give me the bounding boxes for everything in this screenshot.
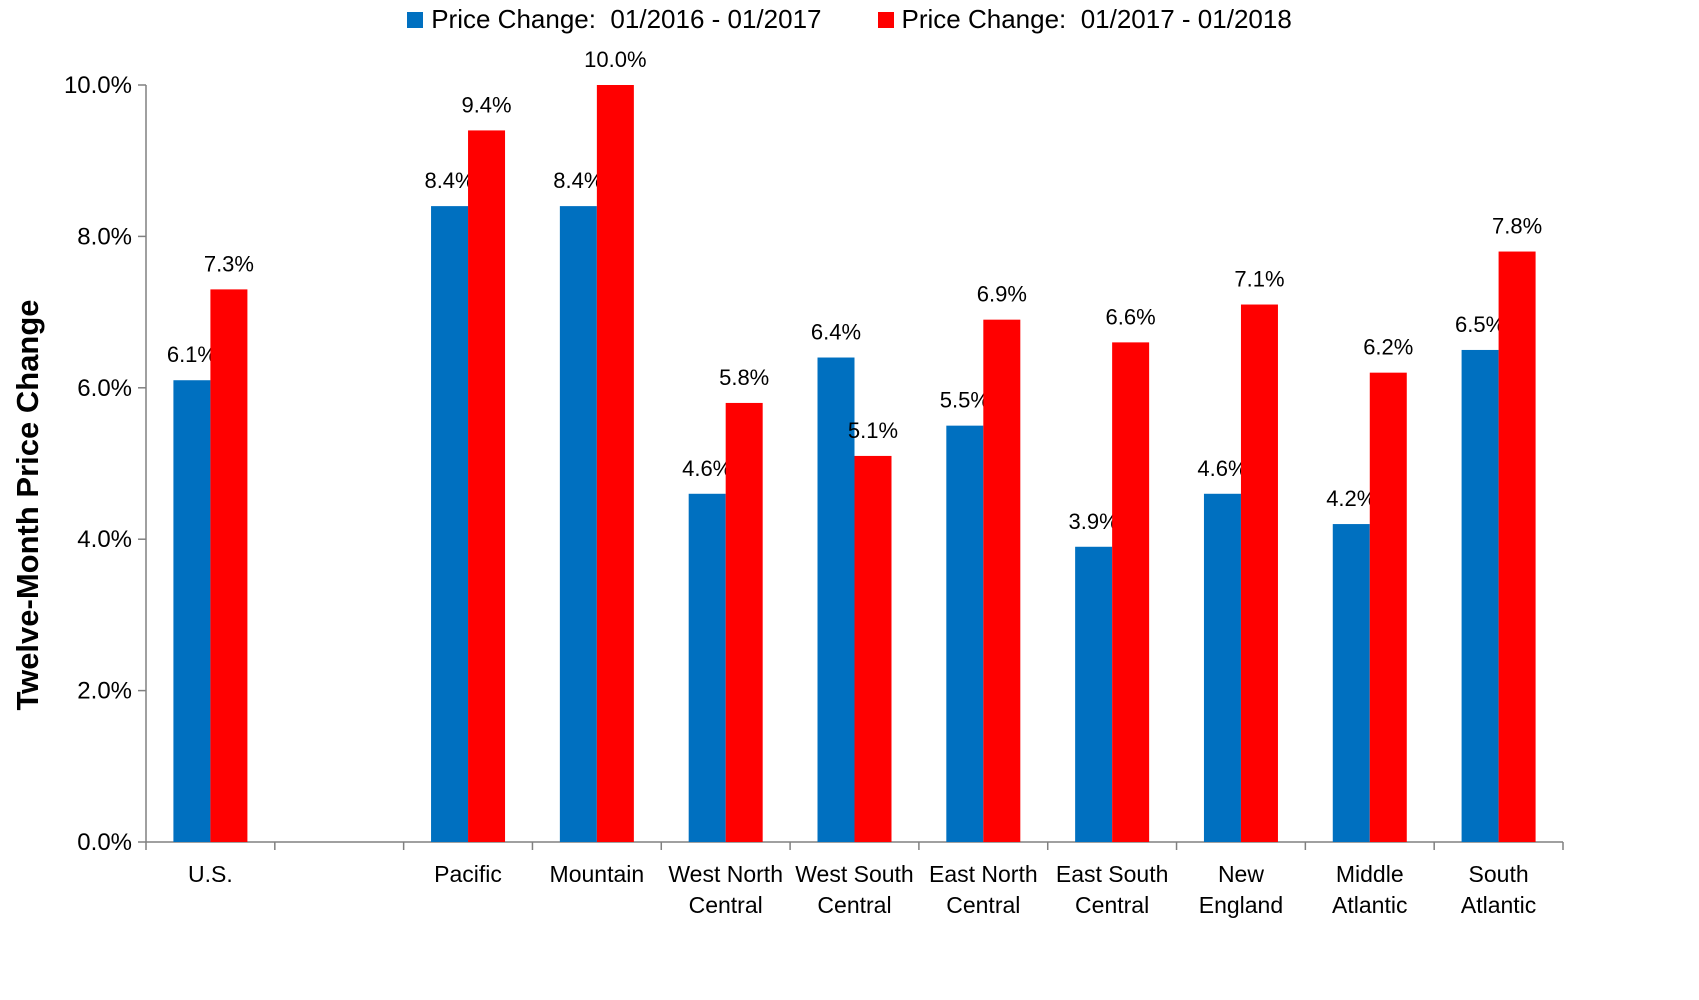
bar-series-2	[596, 85, 634, 842]
legend: Price Change: 01/2016 - 01/2017 Price Ch…	[0, 4, 1699, 35]
y-axis-label: Twelve-Month Price Change	[10, 299, 45, 711]
legend-swatch-series-1	[407, 11, 424, 28]
data-label-series-1: 6.1%	[167, 342, 217, 367]
x-tick-label: East North	[929, 861, 1038, 887]
bar-series-1	[946, 425, 984, 842]
x-tick-label: Central	[1075, 892, 1149, 918]
data-label-series-2: 10.0%	[584, 47, 646, 72]
y-tick-label: 10.0%	[64, 72, 132, 99]
bar-series-1	[1332, 524, 1370, 842]
data-label-series-2: 7.8%	[1492, 214, 1542, 239]
bar-series-2	[1240, 304, 1278, 842]
bar-series-1	[817, 357, 855, 842]
bar-series-1	[559, 206, 597, 842]
data-label-series-2: 9.4%	[461, 92, 511, 117]
x-tick-label: Central	[817, 892, 891, 918]
bar-series-2	[1498, 251, 1536, 843]
x-tick-label: Pacific	[434, 861, 502, 887]
bar-series-2	[983, 319, 1021, 842]
data-label-series-1: 3.9%	[1069, 509, 1119, 534]
x-tick-label: East South	[1056, 861, 1169, 887]
x-tick-label: Atlantic	[1461, 892, 1536, 918]
bar-series-1	[1075, 546, 1113, 842]
x-tick-label: Central	[946, 892, 1020, 918]
x-tick-label: West North	[668, 861, 783, 887]
x-tick-label: New	[1218, 861, 1264, 887]
x-tick-label: England	[1199, 892, 1283, 918]
x-tick-label: South	[1469, 861, 1529, 887]
bar-series-2	[1369, 372, 1407, 842]
data-label-series-2: 6.2%	[1363, 335, 1413, 360]
bar-series-1	[688, 493, 726, 842]
x-tick-label: Middle	[1336, 861, 1404, 887]
bar-series-2	[210, 289, 248, 842]
bar-series-2	[1112, 342, 1150, 842]
data-label-series-2: 5.8%	[719, 365, 769, 390]
data-label-series-1: 4.6%	[1197, 456, 1247, 481]
bar-series-1	[173, 380, 211, 842]
bar-series-1	[1203, 493, 1241, 842]
bar-series-2	[854, 455, 892, 842]
bar-series-2	[468, 130, 506, 843]
bar-series-2	[725, 402, 763, 842]
x-tick-label: West South	[795, 861, 913, 887]
x-tick-label: Central	[689, 892, 763, 918]
data-label-series-2: 6.6%	[1106, 304, 1156, 329]
legend-label-series-1: Price Change: 01/2016 - 01/2017	[431, 4, 822, 34]
legend-label-series-2: Price Change: 01/2017 - 01/2018	[901, 4, 1292, 34]
y-tick-label: 2.0%	[77, 678, 132, 705]
data-label-series-1: 6.4%	[811, 320, 861, 345]
data-label-series-1: 6.5%	[1455, 312, 1505, 337]
x-tick-label: Atlantic	[1332, 892, 1407, 918]
data-label-series-1: 8.4%	[553, 168, 603, 193]
data-label-series-1: 4.2%	[1326, 486, 1376, 511]
data-label-series-2: 6.9%	[977, 282, 1027, 307]
legend-item-series-2: Price Change: 01/2017 - 01/2018	[877, 4, 1292, 35]
data-label-series-1: 5.5%	[940, 388, 990, 413]
data-label-series-2: 7.1%	[1234, 267, 1284, 292]
x-tick-label: U.S.	[188, 861, 233, 887]
data-label-series-1: 8.4%	[424, 168, 474, 193]
legend-swatch-series-2	[877, 11, 894, 28]
y-tick-label: 4.0%	[77, 526, 132, 553]
legend-item-series-1: Price Change: 01/2016 - 01/2017	[407, 4, 822, 35]
bar-series-1	[1461, 349, 1499, 842]
bar-series-1	[431, 206, 469, 842]
data-label-series-2: 5.1%	[848, 418, 898, 443]
y-tick-label: 8.0%	[77, 223, 132, 250]
y-tick-label: 0.0%	[77, 829, 132, 856]
data-label-series-1: 4.6%	[682, 456, 732, 481]
x-tick-label: Mountain	[550, 861, 645, 887]
y-tick-label: 6.0%	[77, 375, 132, 402]
data-label-series-2: 7.3%	[204, 251, 254, 276]
